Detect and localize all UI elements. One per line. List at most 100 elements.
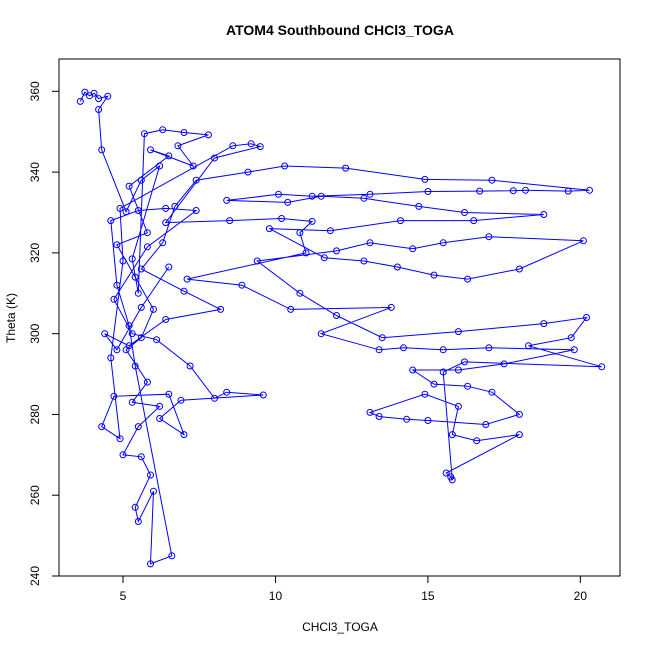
- data-point: [113, 346, 121, 354]
- data-point: [238, 281, 246, 289]
- data-point: [162, 219, 170, 227]
- data-point: [128, 398, 136, 406]
- data-point: [153, 336, 161, 344]
- data-point: [275, 190, 282, 198]
- data-point: [476, 187, 484, 195]
- data-point: [564, 187, 572, 195]
- data-point: [159, 126, 167, 134]
- data-point: [360, 194, 368, 202]
- x-tick-label: 20: [574, 589, 588, 603]
- data-point: [393, 263, 401, 271]
- data-point: [256, 143, 264, 151]
- data-point: [217, 305, 225, 313]
- data-point: [488, 388, 496, 396]
- data-point: [174, 142, 182, 150]
- x-tick-label: 15: [421, 589, 435, 603]
- data-point: [409, 245, 417, 253]
- data-point: [308, 192, 316, 200]
- data-point: [400, 344, 407, 352]
- data-point: [137, 303, 145, 311]
- data-point: [223, 388, 231, 396]
- data-point: [296, 289, 304, 297]
- data-point: [171, 202, 179, 210]
- data-point: [397, 217, 404, 225]
- data-point: [439, 239, 447, 247]
- data-point: [128, 330, 136, 338]
- data-point: [317, 330, 325, 338]
- data-point: [421, 390, 429, 398]
- data-point: [90, 89, 98, 97]
- data-point: [192, 207, 200, 214]
- data-point: [284, 198, 292, 206]
- data-point: [113, 281, 121, 289]
- data-point: [366, 190, 374, 198]
- data-point: [424, 188, 432, 195]
- data-point: [134, 289, 142, 297]
- data-point: [424, 417, 432, 424]
- data-point: [253, 257, 261, 265]
- data-point: [485, 233, 493, 241]
- data-point: [287, 305, 295, 313]
- y-tick-label: 260: [28, 485, 42, 505]
- data-point: [461, 209, 468, 216]
- data-point: [107, 354, 115, 362]
- data-point: [180, 431, 188, 439]
- y-tick-label: 240: [28, 566, 42, 586]
- data-point: [464, 275, 472, 283]
- data-point: [143, 243, 151, 251]
- y-tick-label: 280: [28, 404, 42, 424]
- data-point: [326, 227, 334, 235]
- data-point: [147, 146, 154, 154]
- data-point: [125, 322, 133, 330]
- y-axis-label: Theta (K): [4, 293, 18, 343]
- data-point: [128, 255, 136, 263]
- data-point: [454, 328, 462, 336]
- data-point: [278, 215, 286, 222]
- data-point: [421, 175, 429, 183]
- data-point: [415, 202, 423, 210]
- data-point: [522, 186, 529, 194]
- data-point: [189, 162, 197, 170]
- data-point: [81, 88, 89, 96]
- chart-title: ATOM4 Southbound CHCl3_TOGA: [226, 22, 454, 38]
- data-point: [137, 334, 145, 342]
- data-point: [366, 408, 374, 416]
- data-point: [131, 273, 139, 281]
- data-point: [168, 552, 176, 560]
- data-point: [247, 140, 255, 148]
- data-point: [540, 320, 548, 328]
- y-tick-label: 340: [28, 162, 42, 182]
- data-point: [515, 431, 523, 439]
- data-point: [143, 229, 151, 237]
- data-point: [586, 186, 593, 194]
- data-point: [211, 394, 218, 402]
- data-point: [244, 168, 252, 176]
- data-point: [125, 342, 133, 350]
- data-point: [156, 402, 164, 410]
- data-point: [95, 95, 103, 103]
- data-point: [116, 435, 124, 443]
- data-point: [448, 431, 456, 439]
- data-point: [143, 378, 151, 386]
- data-point: [281, 162, 289, 170]
- data-point: [147, 560, 154, 568]
- data-point: [177, 396, 185, 404]
- data-point: [125, 182, 133, 190]
- data-point: [137, 176, 145, 184]
- data-point: [442, 469, 450, 477]
- data-point: [515, 410, 523, 418]
- data-point: [296, 229, 304, 237]
- y-tick-label: 300: [28, 323, 42, 343]
- data-point: [403, 415, 411, 423]
- data-point: [488, 176, 496, 184]
- data-point: [98, 146, 106, 154]
- data-point: [95, 106, 103, 113]
- data-point: [226, 217, 234, 225]
- data-point: [360, 257, 368, 265]
- data-point: [122, 208, 130, 216]
- data-point: [165, 263, 173, 271]
- data-point: [140, 130, 148, 138]
- data-point: [150, 487, 157, 495]
- data-point: [204, 131, 212, 139]
- data-point: [461, 358, 468, 366]
